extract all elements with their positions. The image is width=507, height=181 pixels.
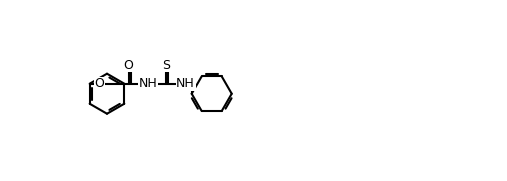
Text: O: O — [95, 77, 104, 90]
Text: S: S — [162, 59, 170, 72]
Text: O: O — [124, 59, 133, 72]
Text: NH: NH — [139, 77, 158, 90]
Text: NH: NH — [176, 77, 195, 90]
